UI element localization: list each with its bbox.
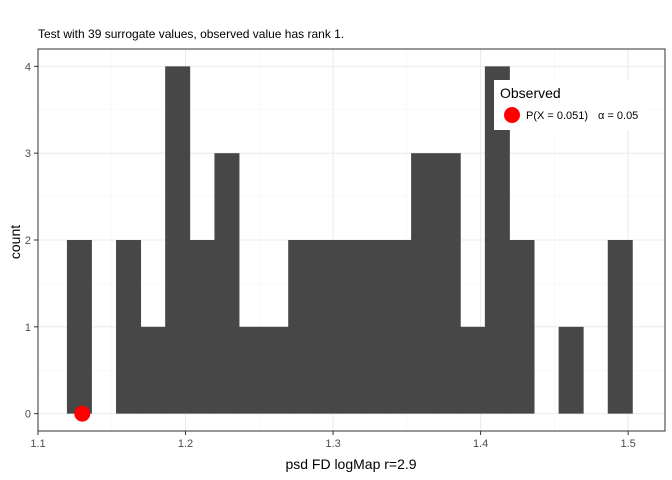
y-tick-label: 3 bbox=[25, 148, 31, 160]
histogram-bar-19 bbox=[509, 240, 535, 414]
legend-title: Observed bbox=[500, 85, 561, 101]
observed-point bbox=[74, 405, 91, 422]
chart-title: Test with 39 surrogate values, observed … bbox=[38, 27, 344, 41]
histogram-bar-17 bbox=[460, 326, 486, 414]
histogram-bar-1 bbox=[66, 240, 92, 414]
legend: Observed P(X = 0.051) α = 0.05 bbox=[494, 80, 646, 130]
x-axis-title: psd FD logMap r=2.9 bbox=[285, 456, 416, 472]
histogram-bar-13 bbox=[361, 240, 387, 414]
histogram-bar-7 bbox=[214, 153, 240, 414]
histogram-bar-23 bbox=[607, 240, 633, 414]
histogram-bar-11 bbox=[312, 240, 338, 414]
y-axis-title: count bbox=[7, 225, 23, 259]
histogram-bar-21 bbox=[558, 326, 584, 414]
histogram-bar-5 bbox=[165, 66, 191, 414]
histogram-bar-15 bbox=[411, 153, 437, 414]
axes: 1.1 1.2 1.3 1.4 1.5 0 1 2 3 4 bbox=[25, 61, 636, 450]
y-tick-label: 4 bbox=[25, 61, 31, 73]
y-tick-label: 1 bbox=[25, 322, 31, 334]
legend-observed-label: P(X = 0.051) bbox=[526, 110, 588, 122]
histogram-bar-16 bbox=[435, 153, 461, 414]
histogram-bar-4 bbox=[140, 326, 166, 414]
legend-alpha-label: α = 0.05 bbox=[598, 110, 638, 122]
observed-point-layer bbox=[74, 405, 91, 422]
histogram-bar-3 bbox=[116, 240, 142, 414]
legend-observed-key bbox=[504, 107, 520, 123]
histogram-bar-9 bbox=[263, 326, 289, 414]
histogram-bar-8 bbox=[238, 326, 264, 414]
legend-background bbox=[494, 80, 646, 130]
x-tick-label: 1.3 bbox=[325, 438, 340, 450]
x-tick-label: 1.2 bbox=[178, 438, 193, 450]
x-tick-label: 1.5 bbox=[620, 438, 635, 450]
histogram-bar-14 bbox=[386, 240, 412, 414]
x-tick-label: 1.1 bbox=[30, 438, 45, 450]
histogram-bar-10 bbox=[288, 240, 314, 414]
histogram-bar-6 bbox=[189, 240, 215, 414]
histogram-bar-12 bbox=[337, 240, 363, 414]
histogram-bars bbox=[66, 66, 633, 414]
x-tick-label: 1.4 bbox=[473, 438, 488, 450]
y-tick-label: 2 bbox=[25, 235, 31, 247]
y-tick-label: 0 bbox=[25, 409, 31, 421]
